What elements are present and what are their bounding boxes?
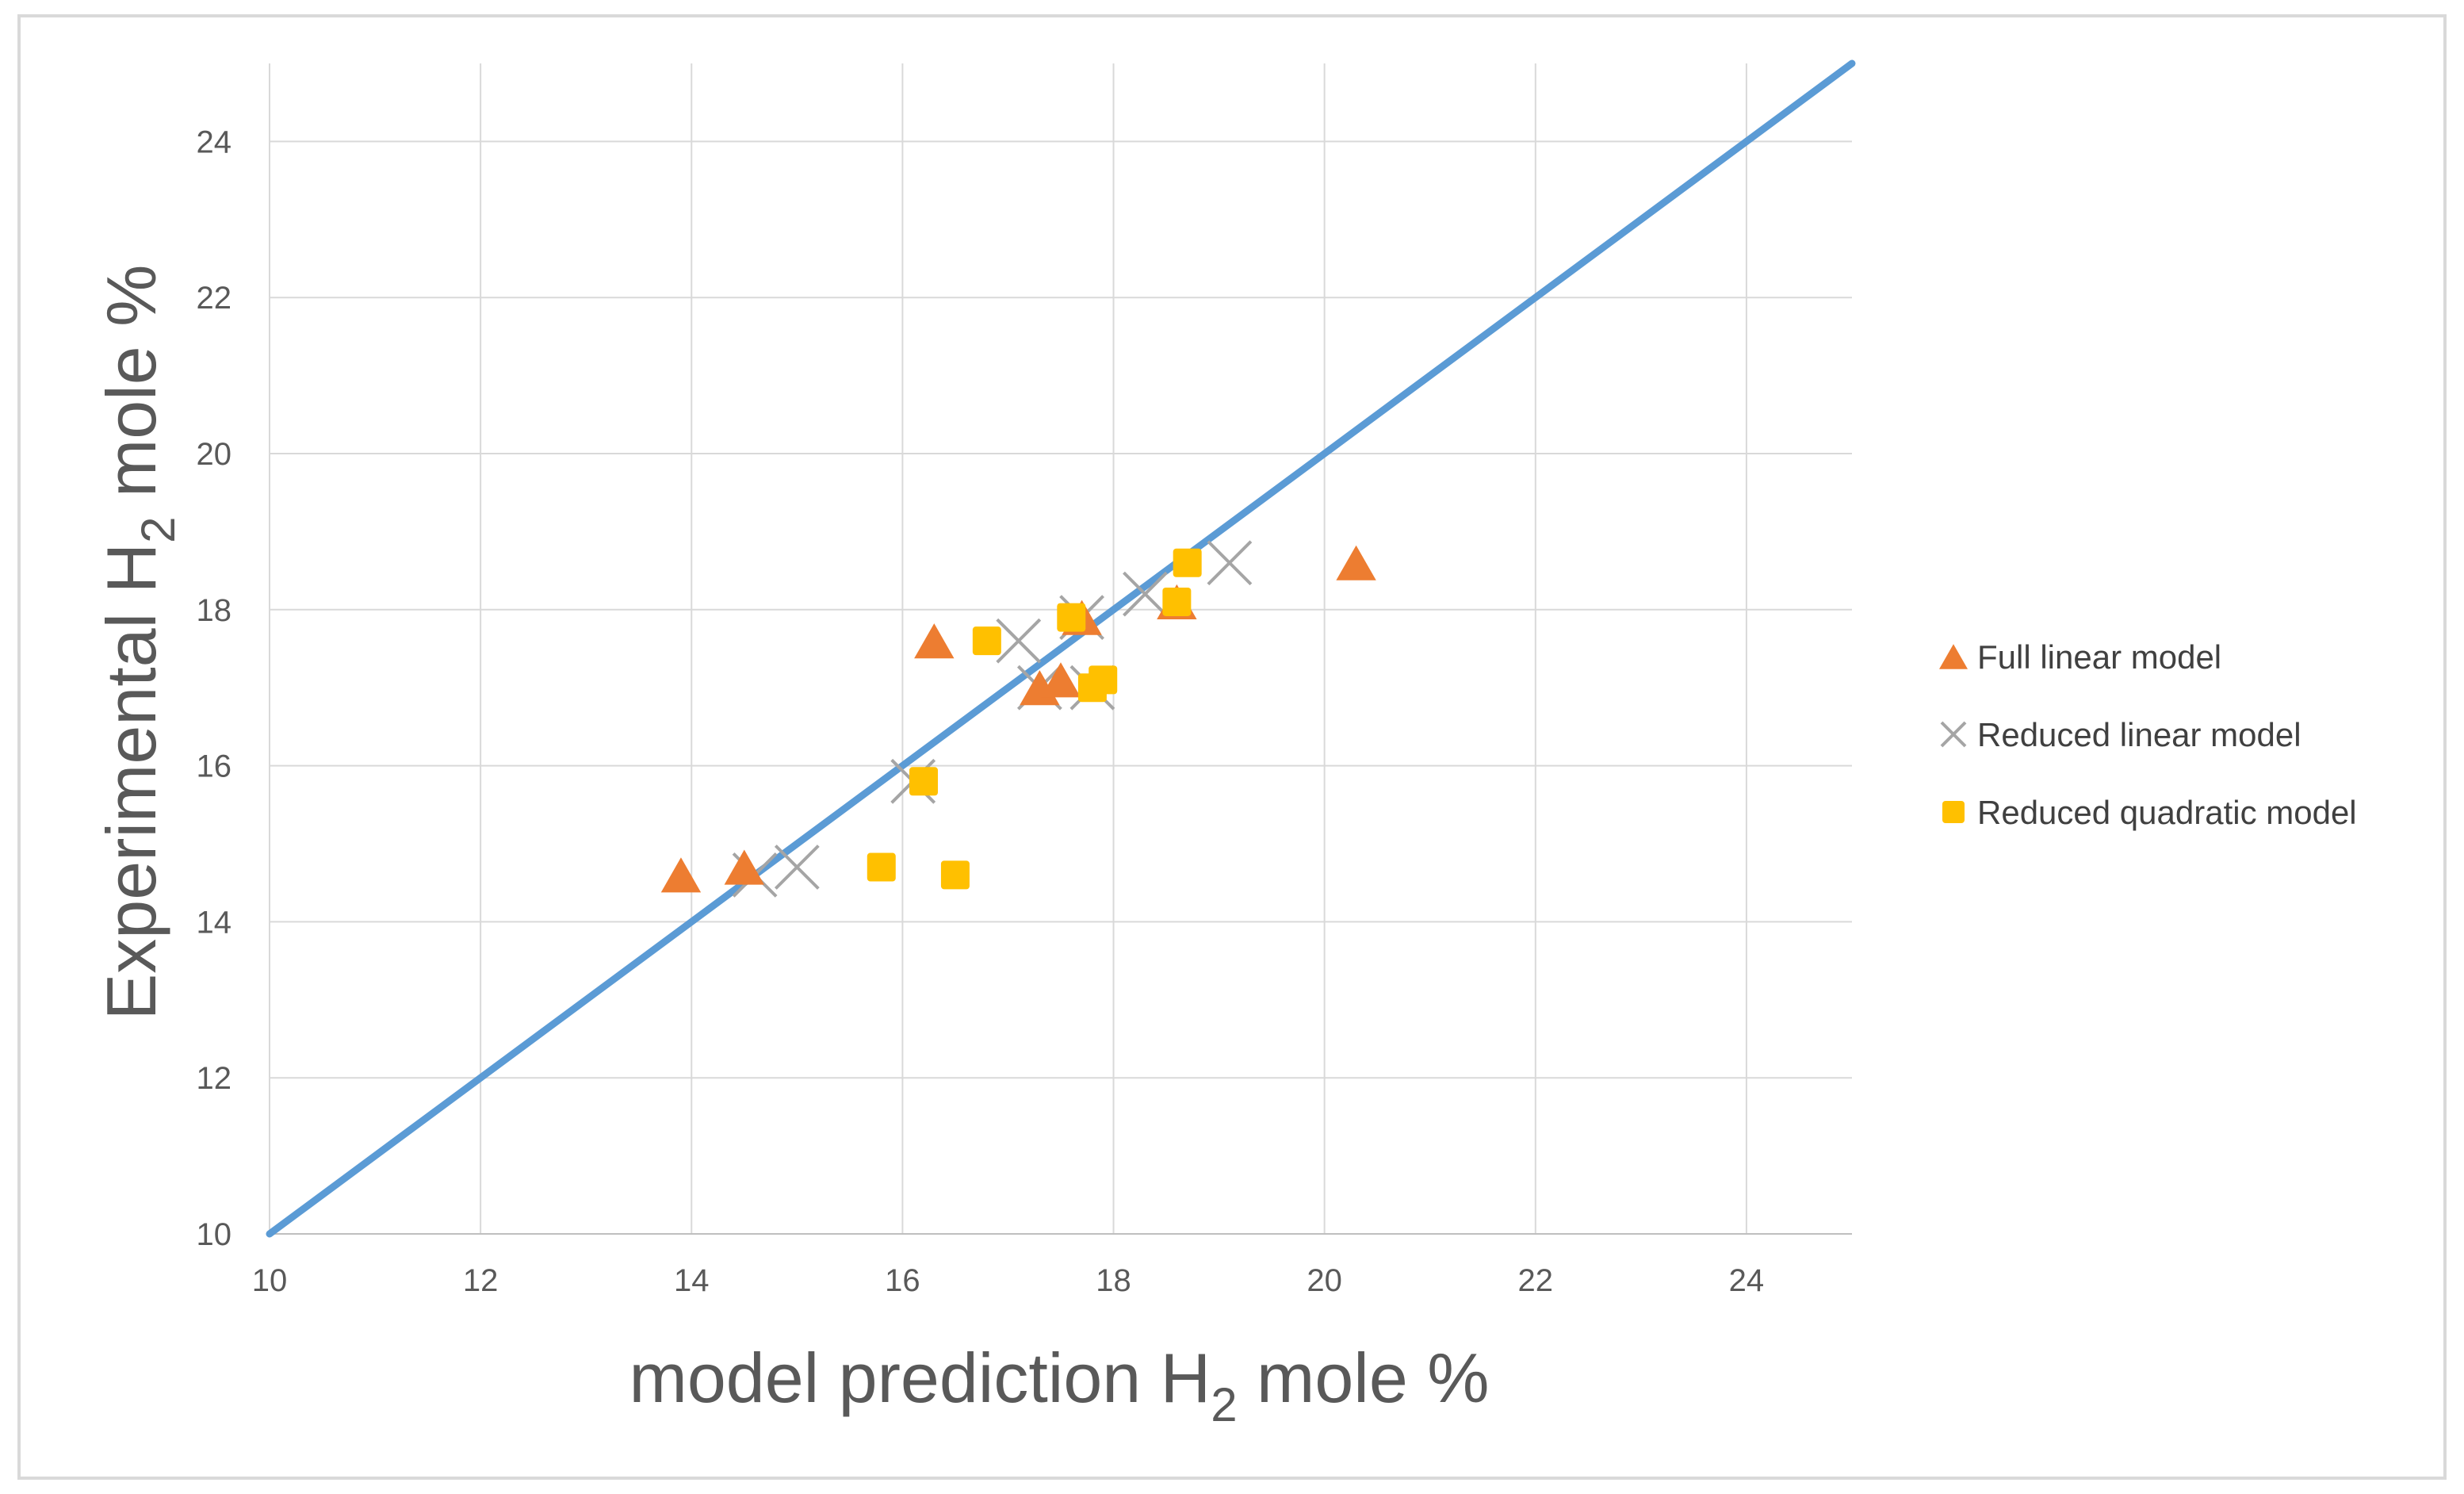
y-axis-title: Experimental H2 mole %: [92, 265, 185, 1021]
x-tick-label: 18: [1096, 1263, 1131, 1298]
legend-label: Reduced linear model: [1977, 716, 2301, 753]
point-square: [972, 626, 1001, 656]
y-tick-label: 12: [197, 1061, 232, 1096]
y-equals-x-line: [266, 59, 1856, 1238]
y-tick-label: 16: [197, 749, 232, 784]
x-tick-label: 16: [885, 1263, 920, 1298]
x-axis-title-prefix: model prediction H: [629, 1339, 1211, 1417]
gridlines: [269, 63, 1852, 1235]
x-tick-label: 14: [674, 1263, 710, 1298]
y-tick-label: 18: [197, 593, 232, 628]
reference-line: [266, 59, 1856, 1238]
point-square: [940, 860, 970, 890]
point-x: [996, 618, 1042, 664]
legend: Full linear model Reduced linear model Red…: [1939, 638, 2357, 831]
y-tick-label: 14: [197, 905, 232, 940]
legend-marker-x: [1940, 721, 1967, 748]
point-square: [1089, 665, 1118, 695]
chart-frame: [17, 14, 2447, 1480]
point-triangle: [1040, 662, 1081, 698]
point-square: [909, 767, 939, 796]
x-tick-label: 20: [1307, 1263, 1342, 1298]
data-points: [660, 540, 1376, 898]
legend-marker-triangle: [1939, 644, 1968, 669]
y-axis-title-suffix: mole %: [92, 265, 170, 517]
x-axis-title: model prediction H2 mole %: [629, 1339, 1490, 1431]
y-tick-label: 20: [197, 437, 232, 472]
point-x: [1207, 540, 1253, 586]
point-triangle: [1336, 545, 1376, 580]
x-tick-label: 10: [252, 1263, 288, 1298]
y-axis-ticks: 10 12 14 16 18 20 22 24: [197, 125, 232, 1252]
legend-label: Full linear model: [1977, 638, 2221, 676]
point-triangle: [660, 857, 702, 893]
point-x: [1123, 571, 1168, 617]
point-triangle: [724, 849, 764, 885]
x-tick-label: 22: [1518, 1263, 1554, 1298]
legend-label: Reduced quadratic model: [1977, 794, 2357, 831]
x-axis-ticks: 10 12 14 16 18 20 22 24: [252, 1263, 1764, 1298]
x-axis-title-subscript: 2: [1211, 1378, 1237, 1431]
point-square: [1162, 587, 1192, 616]
point-triangle: [914, 623, 955, 659]
point-square: [867, 852, 896, 882]
y-tick-label: 22: [197, 281, 232, 316]
legend-marker-square: [1942, 801, 1965, 823]
point-square: [1057, 603, 1086, 632]
point-x: [774, 845, 820, 890]
x-tick-label: 12: [463, 1263, 499, 1298]
x-tick-label: 24: [1729, 1263, 1765, 1298]
x-axis-title-suffix: mole %: [1238, 1339, 1490, 1417]
point-square: [1173, 548, 1202, 577]
y-axis-title-subscript: 2: [132, 516, 185, 542]
y-axis-title-prefix: Experimental H: [92, 543, 170, 1021]
y-tick-label: 10: [197, 1217, 232, 1252]
y-tick-label: 24: [197, 125, 232, 159]
